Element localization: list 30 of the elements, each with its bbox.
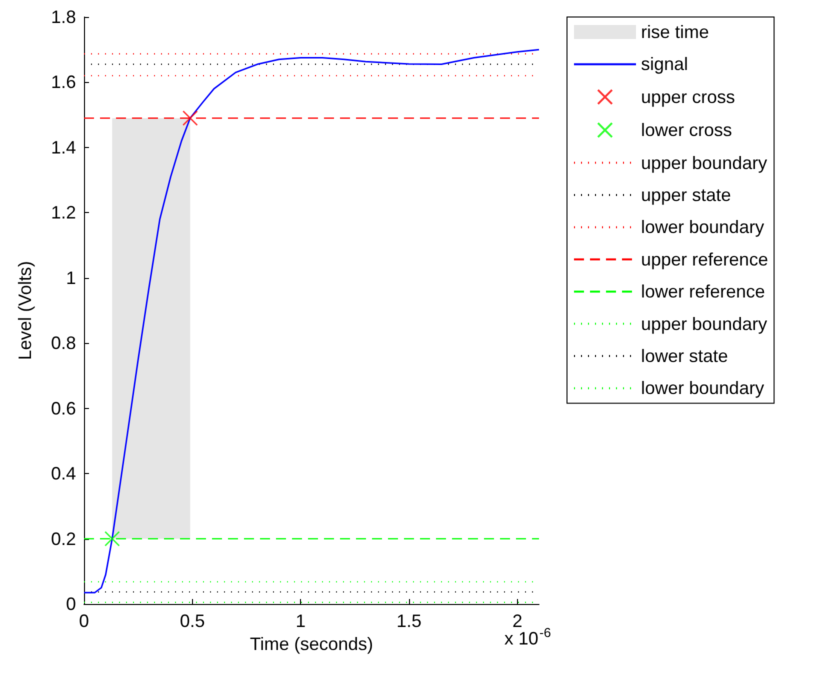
legend-label: lower cross (641, 120, 732, 140)
x-tick-label: 0.5 (180, 611, 205, 631)
x-axis-title: Time (seconds) (250, 634, 374, 654)
x-tick-label: 2 (512, 611, 522, 631)
y-tick-label: 1.6 (50, 72, 76, 92)
x-tick-label: 1.5 (396, 611, 422, 631)
legend-label: upper cross (641, 86, 736, 107)
y-tick-label: 1 (66, 268, 76, 288)
legend-label: upper boundary (641, 152, 768, 173)
y-axis-title: Level (Volts) (15, 260, 35, 360)
y-tick-label: 0.4 (50, 464, 76, 484)
y-tick-label: 1.2 (50, 202, 76, 223)
legend-label: lower state (641, 346, 728, 366)
legend-label: upper boundary (641, 314, 768, 334)
y-tick-label: 0.6 (50, 398, 76, 418)
legend-label: lower boundary (641, 217, 764, 238)
y-tick-label: 0 (66, 594, 76, 614)
legend-label: rise time (641, 22, 710, 42)
y-tick-label: 1.8 (50, 7, 76, 27)
legend-label: lower reference (641, 282, 766, 302)
y-tick-label: 0.2 (50, 528, 76, 549)
line-series (83, 48, 540, 594)
legend-label: lower boundary (641, 378, 764, 398)
x-tick-label: 1 (296, 611, 306, 631)
x-tick-label: 0 (78, 611, 90, 631)
y-tick-label: 0.8 (50, 333, 76, 354)
legend-label: upper state (641, 185, 732, 205)
y-tick-label: 1.4 (50, 137, 76, 158)
legend-label: upper reference (641, 249, 768, 270)
legend-label: signal (641, 54, 688, 74)
